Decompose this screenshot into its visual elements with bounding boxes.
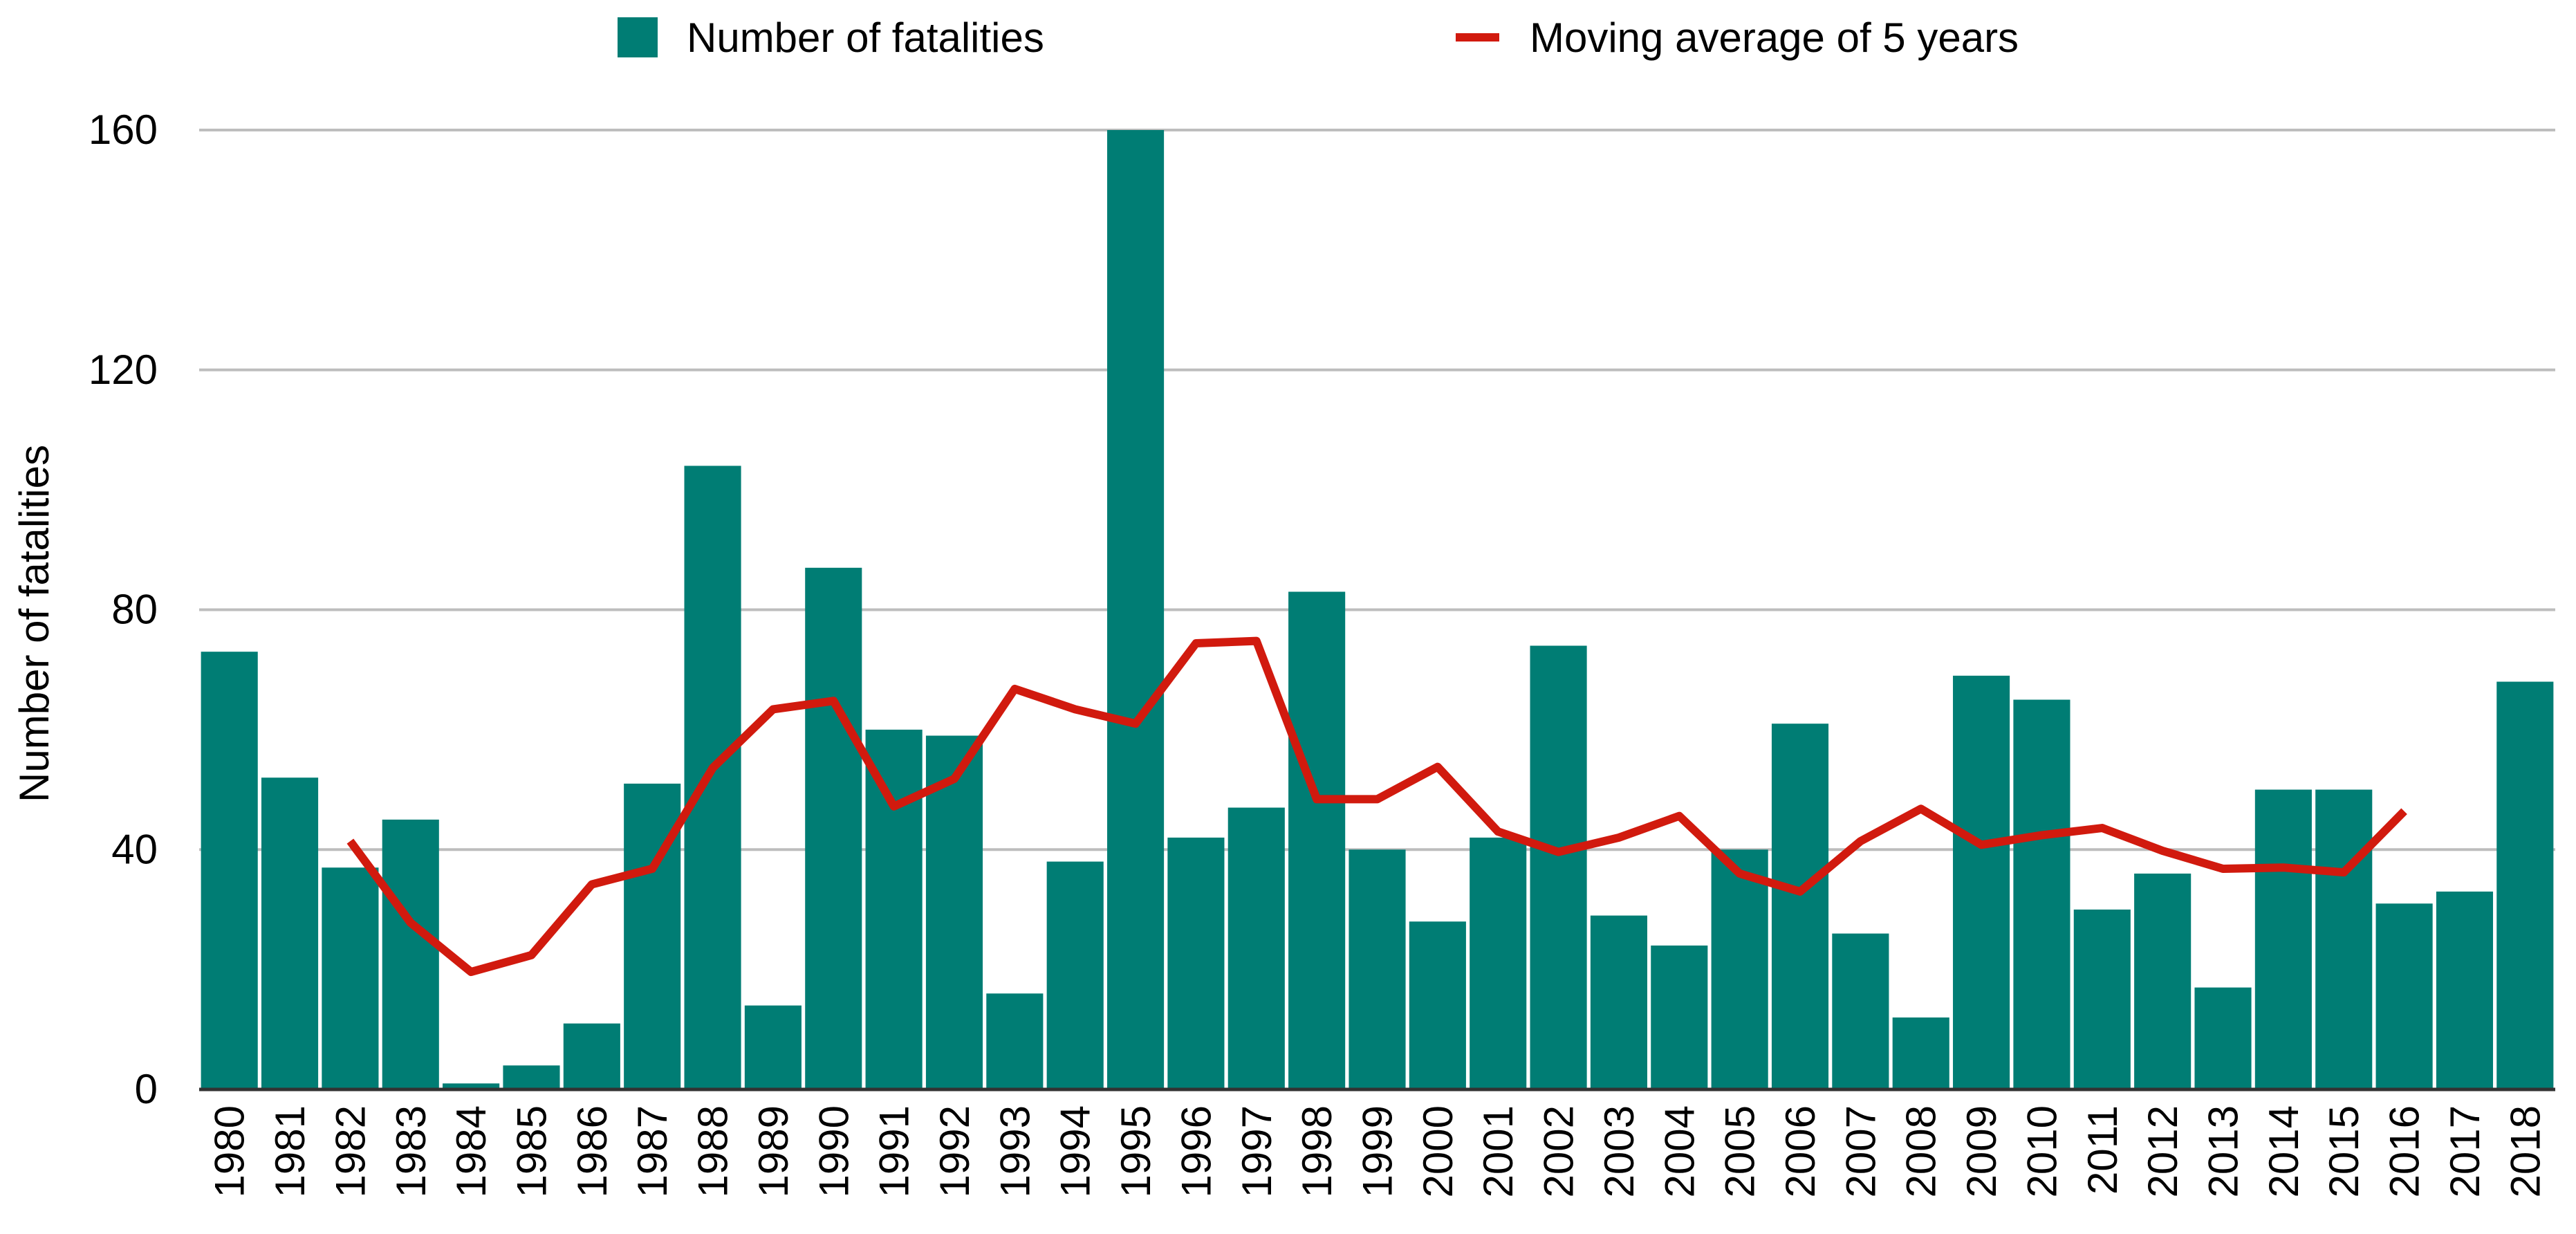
x-tick-1996: 1996	[1173, 1105, 1219, 1197]
x-tick-1990: 1990	[810, 1105, 857, 1197]
bar-1981	[261, 777, 319, 1089]
bar-1999	[1349, 849, 1406, 1089]
x-tick-2009: 2009	[1958, 1105, 2005, 1197]
bar-1990	[805, 567, 862, 1089]
bar-1980	[201, 652, 258, 1089]
x-tick-1988: 1988	[690, 1105, 736, 1197]
bar-1983	[382, 819, 439, 1089]
bar-1989	[744, 1005, 801, 1089]
x-tick-1983: 1983	[388, 1105, 434, 1197]
gridlines	[199, 129, 2555, 851]
bar-2008	[1892, 1017, 1949, 1089]
bar-1995	[1107, 130, 1165, 1089]
bar-2001	[1470, 837, 1527, 1089]
bar-2011	[2073, 909, 2131, 1089]
bar-2009	[1953, 675, 2010, 1089]
x-tick-2010: 2010	[2019, 1105, 2065, 1197]
x-tick-2018: 2018	[2502, 1105, 2548, 1197]
x-tick-2012: 2012	[2140, 1105, 2186, 1197]
bar-2014	[2254, 789, 2312, 1089]
bar-1994	[1046, 861, 1104, 1089]
bar-2004	[1651, 945, 1708, 1089]
x-tick-1985: 1985	[508, 1105, 555, 1197]
x-tick-1981: 1981	[267, 1105, 313, 1197]
bar-1985	[503, 1065, 560, 1089]
bar-2013	[2194, 987, 2252, 1089]
bar-2015	[2315, 789, 2373, 1089]
x-tick-2016: 2016	[2382, 1105, 2428, 1197]
y-tick-120: 120	[89, 347, 158, 393]
x-tick-1991: 1991	[871, 1105, 918, 1197]
x-tick-1992: 1992	[932, 1105, 978, 1197]
x-tick-2015: 2015	[2321, 1105, 2367, 1197]
bar-2006	[1771, 724, 1829, 1089]
x-tick-2006: 2006	[1777, 1105, 1824, 1197]
bar-2016	[2375, 903, 2433, 1089]
x-tick-2017: 2017	[2442, 1105, 2488, 1197]
x-tick-labels: 1980 1981 1982 1983 1984 1985 1986 1987 1988 1989…	[207, 1105, 2549, 1197]
x-tick-1995: 1995	[1113, 1105, 1159, 1197]
x-tick-2008: 2008	[1898, 1105, 1945, 1197]
x-tick-1998: 1998	[1294, 1105, 1340, 1197]
x-tick-1993: 1993	[992, 1105, 1038, 1197]
y-tick-160: 160	[89, 107, 158, 153]
bar-2005	[1711, 849, 1768, 1089]
x-tick-2013: 2013	[2200, 1105, 2247, 1197]
x-tick-1989: 1989	[750, 1105, 797, 1197]
x-tick-1987: 1987	[629, 1105, 676, 1197]
y-tick-labels: 0 40 80 120 160	[89, 107, 158, 1112]
bar-1986	[563, 1023, 620, 1089]
bar-2018	[2496, 681, 2554, 1089]
bar-2002	[1530, 645, 1587, 1089]
bar-2003	[1590, 915, 1647, 1089]
moving-average-series	[346, 636, 2407, 977]
bar-2000	[1409, 921, 1466, 1089]
x-tick-2001: 2001	[1475, 1105, 1521, 1197]
bar-2010	[2013, 699, 2070, 1089]
x-tick-1999: 1999	[1355, 1105, 1401, 1197]
x-tick-2003: 2003	[1596, 1105, 1642, 1197]
legend: Number of fatalities Moving average of 5…	[618, 15, 2019, 61]
bar-1992	[925, 735, 983, 1089]
x-tick-2014: 2014	[2261, 1105, 2307, 1197]
bar-1993	[986, 993, 1044, 1089]
x-tick-1980: 1980	[207, 1105, 253, 1197]
x-tick-2007: 2007	[1837, 1105, 1884, 1197]
bar-series	[201, 130, 2554, 1089]
y-tick-40: 40	[111, 826, 158, 872]
bar-1996	[1167, 837, 1225, 1089]
x-tick-2002: 2002	[1536, 1105, 1582, 1197]
x-tick-2000: 2000	[1415, 1105, 1461, 1197]
bar-2017	[2436, 891, 2494, 1089]
bar-1997	[1227, 807, 1285, 1089]
bar-2007	[1832, 933, 1889, 1089]
bar-1991	[865, 729, 923, 1089]
bar-1984	[443, 1083, 500, 1089]
bar-1998	[1288, 591, 1346, 1089]
moving-average-line	[346, 636, 2407, 977]
legend-line-label: Moving average of 5 years	[1530, 15, 2019, 61]
x-tick-1997: 1997	[1234, 1105, 1280, 1197]
bar-2012	[2134, 873, 2192, 1089]
x-tick-1994: 1994	[1053, 1105, 1099, 1197]
x-tick-2004: 2004	[1656, 1105, 1703, 1197]
x-tick-2005: 2005	[1717, 1105, 1763, 1197]
legend-bar-label: Number of fatalities	[687, 15, 1044, 61]
x-tick-1986: 1986	[569, 1105, 615, 1197]
legend-bar-swatch	[618, 17, 658, 57]
y-axis-title: Number of fatalities	[11, 445, 57, 802]
x-tick-1984: 1984	[448, 1105, 494, 1197]
bar-1982	[322, 867, 379, 1089]
bar-1988	[684, 466, 741, 1089]
x-tick-1982: 1982	[327, 1105, 373, 1197]
y-tick-0: 0	[135, 1066, 158, 1112]
x-tick-2011: 2011	[2079, 1105, 2126, 1195]
y-tick-80: 80	[111, 587, 158, 633]
